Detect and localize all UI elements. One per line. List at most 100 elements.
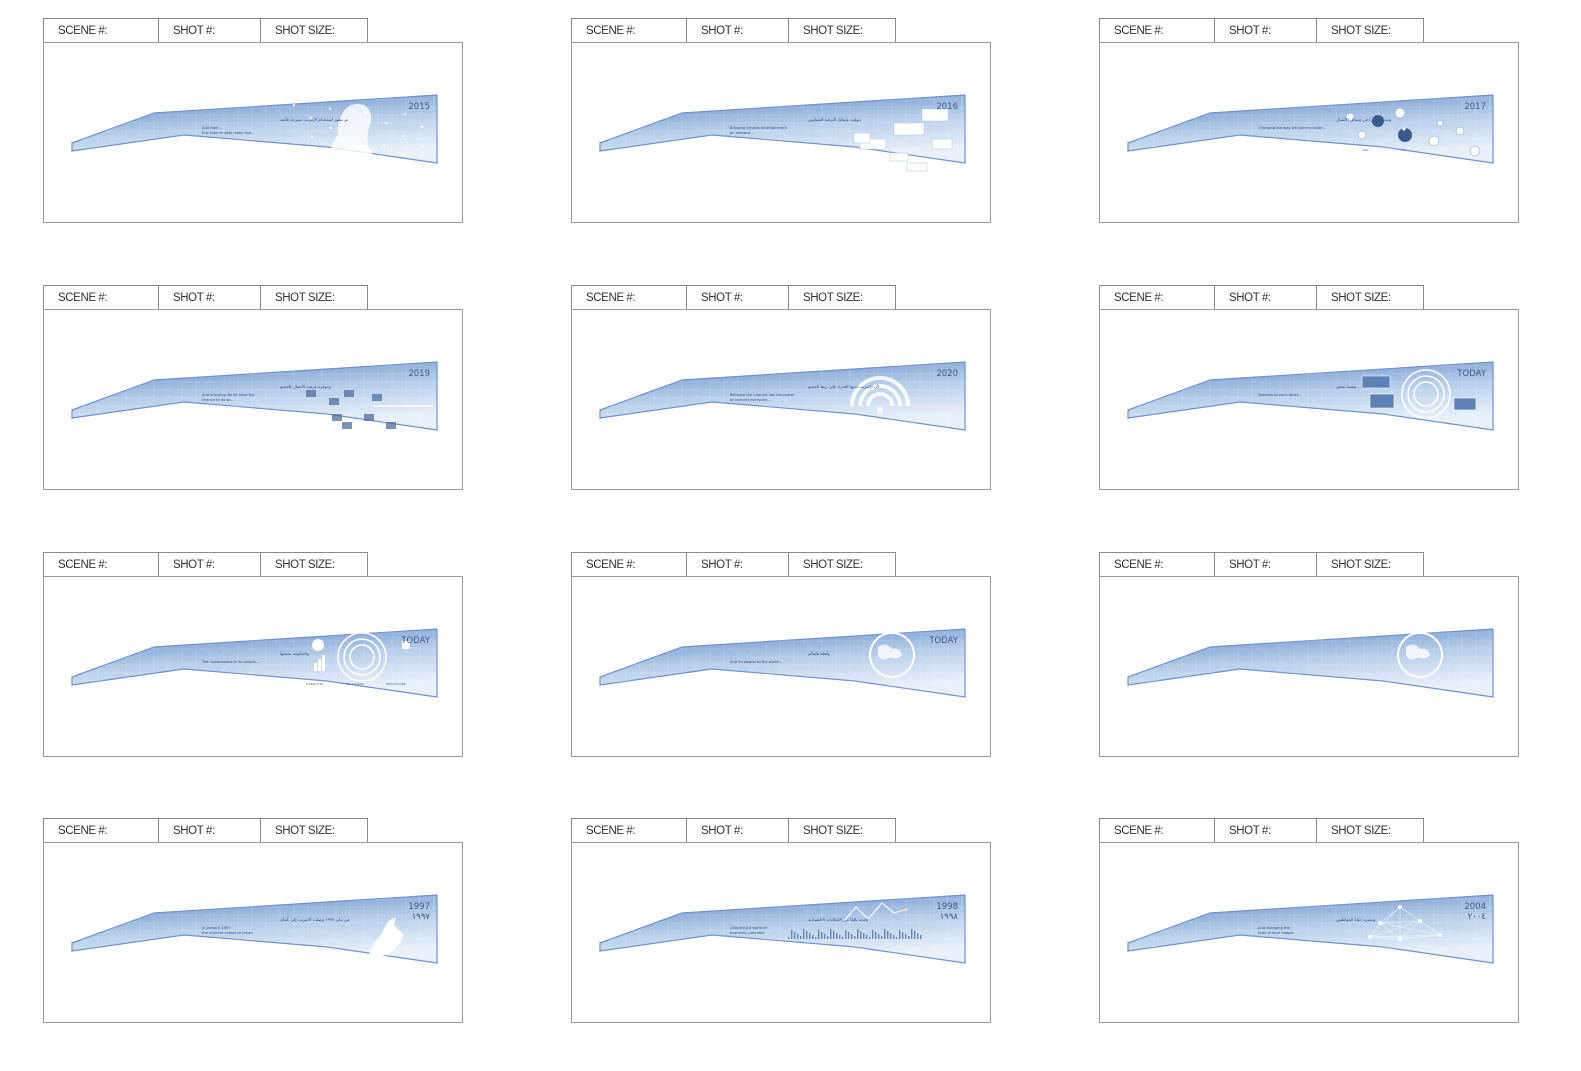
english-caption: And then… bbox=[202, 126, 222, 130]
scene-field[interactable]: SCENE #: bbox=[44, 553, 159, 577]
arabic-caption: وموفرة فرصة الاتصال للجميع bbox=[280, 384, 331, 389]
scene-field[interactable]: SCENE #: bbox=[44, 286, 159, 310]
arabic-caption: ثم تطور استخدام الإنترنت بسرعة فائقة bbox=[280, 117, 349, 123]
curved-screen bbox=[71, 94, 438, 164]
shot-size-field[interactable]: SHOT SIZE: bbox=[275, 825, 335, 837]
year-label: 2020 bbox=[936, 369, 958, 379]
shot-field[interactable]: SHOT #: bbox=[1215, 819, 1317, 843]
panel-header: SCENE #: SHOT #: SHOT SIZE: bbox=[43, 285, 368, 310]
arabic-caption: لأن الإنترنت لديها القدرة على ربط الجميع bbox=[808, 384, 879, 390]
wifi-icon bbox=[850, 376, 910, 413]
panel-header: SCENE #: SHOT #: SHOT SIZE: bbox=[1099, 285, 1424, 310]
shot-field[interactable]: SHOT #: bbox=[159, 19, 261, 43]
shot-field[interactable]: SHOT #: bbox=[1215, 286, 1317, 310]
english-caption: Unlocking a world of bbox=[730, 926, 767, 930]
english-caption: Changing the way we communicate… bbox=[1258, 126, 1327, 130]
scene-field[interactable]: SCENE #: bbox=[572, 553, 687, 577]
shot-field[interactable]: SHOT #: bbox=[687, 19, 789, 43]
english-caption: Because the internet has the power bbox=[730, 393, 795, 397]
storyboard-panel: SCENE #: SHOT #: SHOT SIZE: 2020 لأن الإنترن… bbox=[571, 285, 991, 491]
shot-frame: 2004 ٢٠٠٤ ومغيرة حياة المواطنين And changin… bbox=[1099, 842, 1519, 1023]
year-label: 2019 bbox=[408, 369, 430, 379]
english-caption: on demand… bbox=[730, 131, 754, 135]
shot-field[interactable]: SHOT #: bbox=[159, 819, 261, 843]
panel-header: SCENE #: SHOT #: SHOT SIZE: bbox=[571, 18, 896, 43]
english-caption: chance to do so… bbox=[202, 398, 235, 402]
shot-size-field[interactable]: SHOT SIZE: bbox=[803, 559, 863, 571]
shot-field[interactable]: SHOT #: bbox=[159, 286, 261, 310]
year-label: TODAY bbox=[928, 636, 958, 646]
shot-size-field[interactable]: SHOT SIZE: bbox=[1331, 825, 1391, 837]
storyboard-panel: SCENE #: SHOT #: SHOT SIZE: 2015 ثم تطور است… bbox=[43, 18, 463, 224]
curved-screen bbox=[1127, 894, 1494, 964]
shot-size-field[interactable]: SHOT SIZE: bbox=[1331, 292, 1391, 304]
shot-frame: TODAY وأهلنا بالعالم And its people to the… bbox=[571, 576, 991, 757]
year-label-arabic: ٢٠٠٤ bbox=[1468, 912, 1486, 922]
shot-frame: 2017 ومحدثة تغيرا في وسائل الاتصال Changin… bbox=[1099, 42, 1519, 223]
shot-field[interactable]: SHOT #: bbox=[1215, 19, 1317, 43]
network-nodes-icon bbox=[1368, 905, 1442, 941]
scene-field[interactable]: SCENE #: bbox=[572, 286, 687, 310]
shot-frame: 2019 وموفرة فرصة الاتصال للجميع And ensuri… bbox=[43, 309, 463, 490]
shot-size-field[interactable]: SHOT SIZE: bbox=[275, 292, 335, 304]
small-label: 1K bbox=[1402, 148, 1407, 152]
english-caption: the internet gets really fast… bbox=[202, 131, 255, 135]
media-cards-icon bbox=[853, 108, 953, 172]
arabic-caption: فاتحة بالمًا من الإمكانات الاقتصادية bbox=[808, 917, 868, 923]
scene-field[interactable]: SCENE #: bbox=[572, 819, 687, 843]
shot-size-field[interactable]: SHOT SIZE: bbox=[803, 292, 863, 304]
year-label-arabic: ١٩٩٧ bbox=[412, 912, 431, 922]
english-caption: The Government to its people… bbox=[201, 660, 260, 664]
shot-frame bbox=[1099, 576, 1519, 757]
shot-frame: TODAY بعضنا ببعض Seasons to each other… bbox=[1099, 309, 1519, 490]
storyboard-panel: SCENE #: SHOT #: SHOT SIZE: TODAY والحكومة ب… bbox=[43, 552, 463, 758]
shot-frame: 2015 ثم تطور استخدام الإنترنت بسرعة فائقة… bbox=[43, 42, 463, 223]
globe-icon bbox=[1397, 632, 1443, 678]
shot-frame: TODAY والحكومة بشعبها The Government to it… bbox=[43, 576, 463, 757]
shot-field[interactable]: SHOT #: bbox=[1215, 553, 1317, 577]
shot-frame: 1998 ١٩٩٨ فاتحة بالمًا من الإمكانات الاقتص… bbox=[571, 842, 991, 1023]
stats-rings-icon bbox=[312, 632, 410, 682]
curved-screen bbox=[71, 628, 438, 698]
storyboard-panel: SCENE #: SHOT #: SHOT SIZE: 1997 ١٩٩٧ في يناي… bbox=[43, 818, 463, 1024]
shot-size-field[interactable]: SHOT SIZE: bbox=[275, 559, 335, 571]
scene-field[interactable]: SCENE #: bbox=[1100, 553, 1215, 577]
arabic-caption: ومغيرة حياة المواطنين bbox=[1336, 917, 1375, 922]
shot-field[interactable]: SHOT #: bbox=[687, 286, 789, 310]
scene-field[interactable]: SCENE #: bbox=[572, 19, 687, 43]
year-label: TODAY bbox=[1456, 369, 1486, 379]
curved-screen bbox=[1127, 628, 1494, 698]
storyboard-panel: SCENE #: SHOT #: SHOT SIZE: 2017 ومحدثة تغير… bbox=[1099, 18, 1519, 224]
panel-header: SCENE #: SHOT #: SHOT SIZE: bbox=[1099, 818, 1424, 843]
shot-field[interactable]: SHOT #: bbox=[687, 819, 789, 843]
english-caption: And ensuring we all have the bbox=[202, 393, 255, 397]
english-caption: the internet comes to Oman bbox=[202, 931, 253, 935]
year-label: 2017 bbox=[1464, 102, 1486, 112]
shot-field[interactable]: SHOT #: bbox=[159, 553, 261, 577]
arabic-caption: في يناير ١٩٩٧ وصلت الانترنت إلى عُمان bbox=[280, 917, 350, 923]
panel-header: SCENE #: SHOT #: SHOT SIZE: bbox=[1099, 18, 1424, 43]
curved-screen bbox=[1127, 361, 1494, 431]
english-caption: lives of local people. bbox=[1258, 931, 1295, 935]
panel-header: SCENE #: SHOT #: SHOT SIZE: bbox=[1099, 552, 1424, 577]
scene-field[interactable]: SCENE #: bbox=[1100, 819, 1215, 843]
english-caption: And changing the bbox=[1258, 926, 1291, 930]
shot-size-field[interactable]: SHOT SIZE: bbox=[275, 25, 335, 37]
scene-field[interactable]: SCENE #: bbox=[1100, 286, 1215, 310]
scene-field[interactable]: SCENE #: bbox=[1100, 19, 1215, 43]
year-label: 1997 bbox=[408, 902, 430, 912]
oman-map-icon bbox=[368, 917, 404, 957]
scene-field[interactable]: SCENE #: bbox=[44, 819, 159, 843]
arabic-caption: بعضنا ببعض bbox=[1336, 384, 1356, 389]
shot-size-field[interactable]: SHOT SIZE: bbox=[1331, 559, 1391, 571]
shot-size-field[interactable]: SHOT SIZE: bbox=[803, 825, 863, 837]
small-label: 20K bbox=[1362, 148, 1369, 152]
social-bubbles-icon bbox=[1345, 107, 1481, 157]
small-label: HEALTHCARE bbox=[386, 682, 406, 686]
english-caption: In January 1997 bbox=[202, 926, 230, 930]
shot-field[interactable]: SHOT #: bbox=[687, 553, 789, 577]
year-label: 1998 bbox=[936, 902, 958, 912]
shot-size-field[interactable]: SHOT SIZE: bbox=[803, 25, 863, 37]
shot-size-field[interactable]: SHOT SIZE: bbox=[1331, 25, 1391, 37]
scene-field[interactable]: SCENE #: bbox=[44, 19, 159, 43]
